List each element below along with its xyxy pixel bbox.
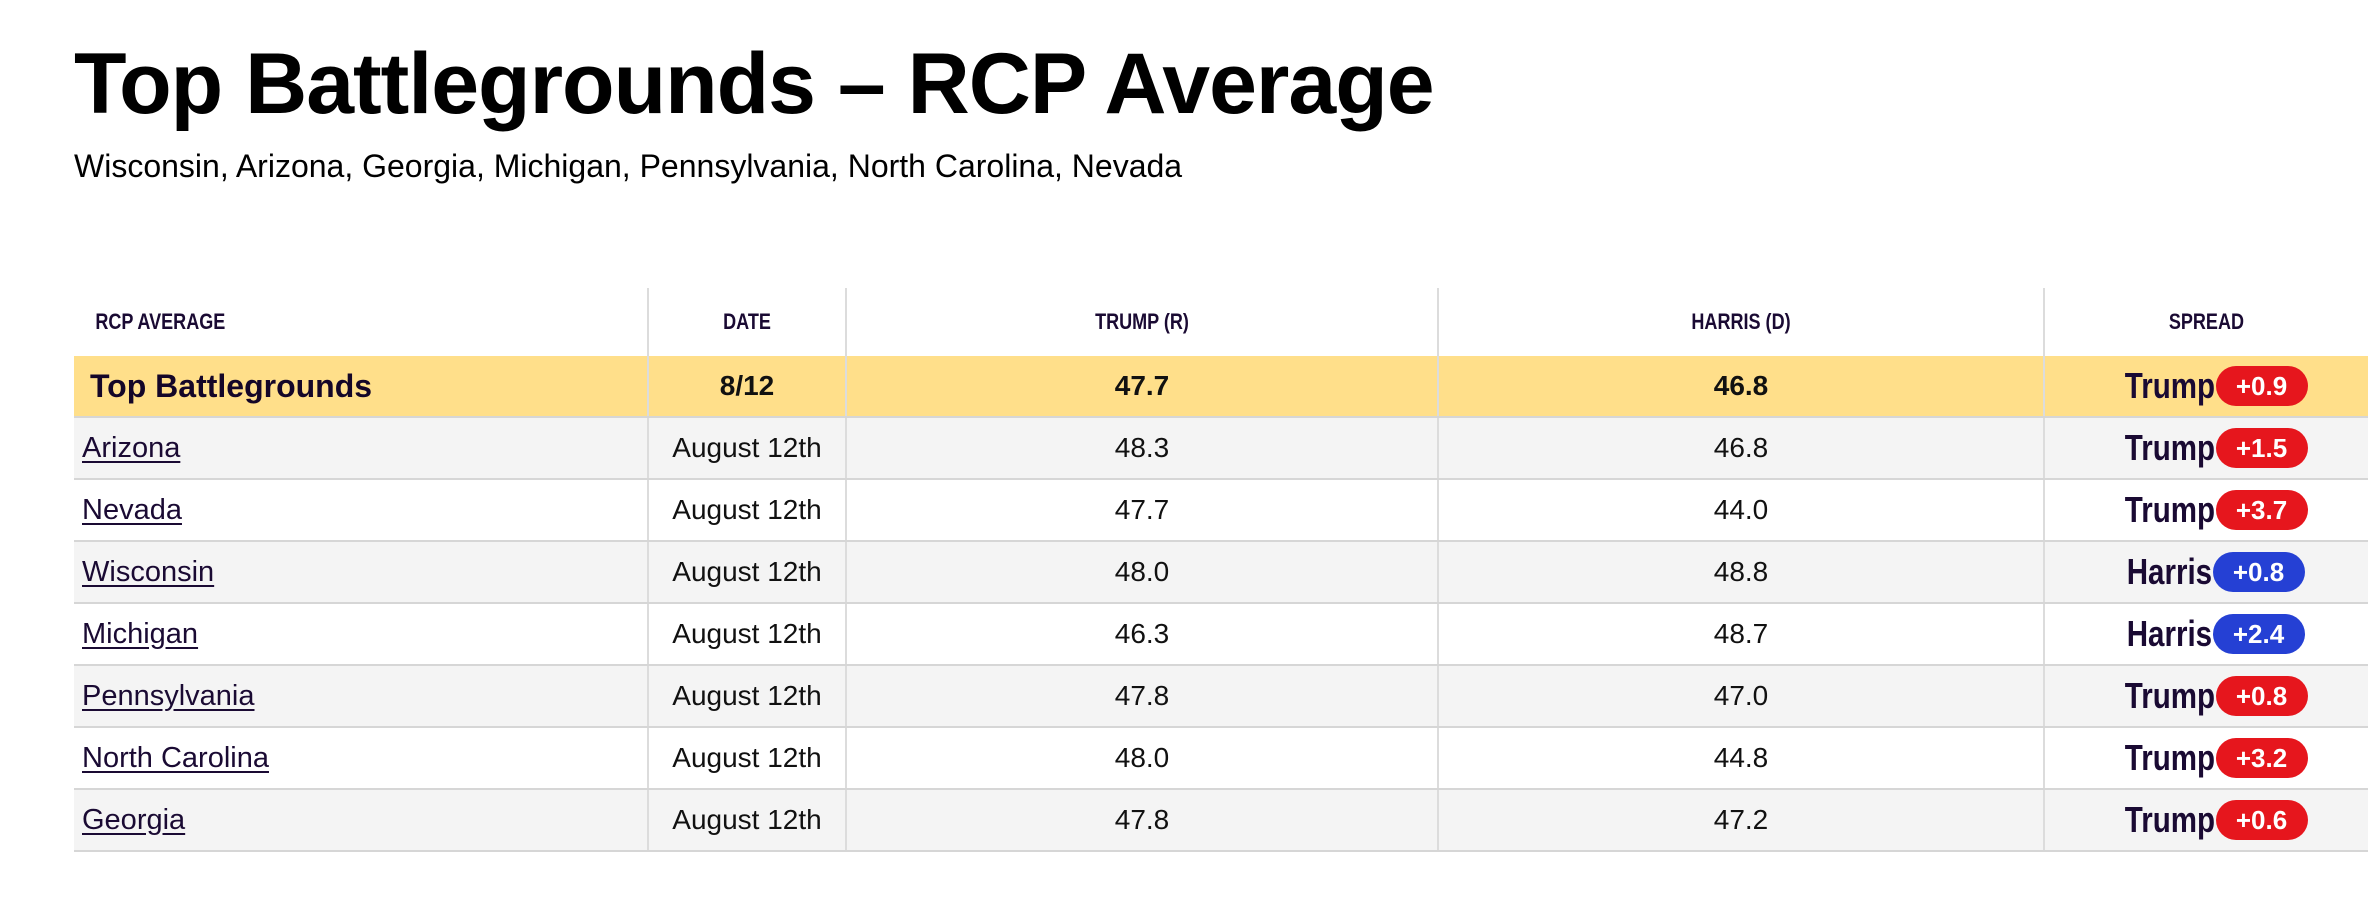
table-row: Arizona August 12th 48.3 46.8 Trump +1.5 xyxy=(74,417,2368,480)
spread-badge: +3.2 xyxy=(2215,738,2308,778)
rcp-average-table-container: RCP AVERAGE DATE TRUMP (R) HARRIS (D) SP… xyxy=(74,288,2368,852)
spread: Trump +1.5 xyxy=(2105,427,2308,469)
table-row: Pennsylvania August 12th 47.8 47.0 Trump +0.8 xyxy=(74,665,2368,728)
total-row-name: Top Battlegrounds xyxy=(74,356,648,418)
total-row-date: 8/12 xyxy=(647,356,846,418)
table-row: Nevada August 12th 47.7 44.0 Trump +3.7 xyxy=(74,479,2368,542)
spread-badge: +3.7 xyxy=(2215,490,2308,530)
spread-badge: +0.8 xyxy=(2212,552,2305,592)
table-body: Top Battlegrounds 8/12 47.7 46.8 Trump +… xyxy=(74,356,2368,852)
harris-cell: 44.8 xyxy=(1437,727,2044,790)
state-link[interactable]: Michigan xyxy=(82,617,199,650)
spread: Harris +0.8 xyxy=(2108,551,2305,593)
spread-leader: Trump xyxy=(2125,365,2216,406)
date-cell: August 12th xyxy=(647,603,846,666)
date-cell: August 12th xyxy=(647,727,846,790)
state-name-cell: Wisconsin xyxy=(74,541,648,604)
harris-cell: 46.8 xyxy=(1437,417,2044,480)
page-title: Top Battlegrounds – RCP Average xyxy=(74,36,1435,132)
spread-badge: +1.5 xyxy=(2215,428,2308,468)
trump-cell: 48.0 xyxy=(845,541,1438,604)
total-row-harris: 46.8 xyxy=(1437,356,2044,418)
spread-leader: Trump xyxy=(2125,427,2216,468)
trump-cell: 47.8 xyxy=(845,665,1438,728)
table-row-total: Top Battlegrounds 8/12 47.7 46.8 Trump +… xyxy=(74,356,2368,418)
date-cell: August 12th xyxy=(647,665,846,728)
date-cell: August 12th xyxy=(647,417,846,480)
trump-cell: 48.0 xyxy=(845,727,1438,790)
spread-cell: Trump +0.6 xyxy=(2043,789,2368,852)
spread: Trump +0.8 xyxy=(2105,675,2308,717)
state-link[interactable]: Pennsylvania xyxy=(82,679,255,712)
date-cell: August 12th xyxy=(647,479,846,542)
trump-cell: 48.3 xyxy=(845,417,1438,480)
spread-badge: +0.9 xyxy=(2215,366,2308,406)
column-header-date: DATE xyxy=(665,288,829,356)
state-link[interactable]: North Carolina xyxy=(82,741,269,774)
state-link[interactable]: Georgia xyxy=(82,803,186,836)
spread-cell: Trump +1.5 xyxy=(2043,417,2368,480)
spread: Trump +3.2 xyxy=(2105,737,2308,779)
state-link[interactable]: Nevada xyxy=(82,493,182,526)
trump-cell: 47.8 xyxy=(845,789,1438,852)
spread-badge: +0.8 xyxy=(2215,676,2308,716)
harris-cell: 47.0 xyxy=(1437,665,2044,728)
harris-cell: 47.2 xyxy=(1437,789,2044,852)
spread-cell: Trump +0.8 xyxy=(2043,665,2368,728)
spread-leader: Trump xyxy=(2125,675,2216,716)
total-row-spread-cell: Trump +0.9 xyxy=(2043,356,2368,418)
harris-cell: 48.8 xyxy=(1437,541,2044,604)
table-row: Wisconsin August 12th 48.0 48.8 Harris +0.8 xyxy=(74,541,2368,604)
page-subtitle: Wisconsin, Arizona, Georgia, Michigan, P… xyxy=(74,148,1183,184)
table-row: Michigan August 12th 46.3 48.7 Harris +2.4 xyxy=(74,603,2368,666)
trump-cell: 46.3 xyxy=(845,603,1438,666)
table-row: North Carolina August 12th 48.0 44.8 Trump +3… xyxy=(74,727,2368,790)
state-name-cell: North Carolina xyxy=(74,727,648,790)
column-header-harris: HARRIS (D) xyxy=(1491,288,1990,356)
spread-leader: Trump xyxy=(2125,737,2216,778)
spread-badge: +0.6 xyxy=(2215,800,2308,840)
spread: Harris +2.4 xyxy=(2108,613,2305,655)
table-row: Georgia August 12th 47.8 47.2 Trump +0.6 xyxy=(74,789,2368,852)
harris-cell: 44.0 xyxy=(1437,479,2044,542)
spread-leader: Harris xyxy=(2127,551,2213,592)
table-header-row: RCP AVERAGE DATE TRUMP (R) HARRIS (D) SP… xyxy=(74,288,2368,356)
spread-cell: Harris +0.8 xyxy=(2043,541,2368,604)
date-cell: August 12th xyxy=(647,789,846,852)
spread: Trump +0.9 xyxy=(2105,365,2308,407)
table-header: RCP AVERAGE DATE TRUMP (R) HARRIS (D) SP… xyxy=(74,288,2368,356)
spread-cell: Harris +2.4 xyxy=(2043,603,2368,666)
spread: Trump +0.6 xyxy=(2105,799,2308,841)
total-row-trump: 47.7 xyxy=(845,356,1438,418)
state-name-cell: Nevada xyxy=(74,479,648,542)
column-header-spread: SPREAD xyxy=(2072,288,2339,356)
harris-cell: 48.7 xyxy=(1437,603,2044,666)
spread-cell: Trump +3.7 xyxy=(2043,479,2368,542)
spread-cell: Trump +3.2 xyxy=(2043,727,2368,790)
trump-cell: 47.7 xyxy=(845,479,1438,542)
column-header-trump: TRUMP (R) xyxy=(898,288,1385,356)
state-link[interactable]: Wisconsin xyxy=(82,555,215,588)
rcp-average-table: RCP AVERAGE DATE TRUMP (R) HARRIS (D) SP… xyxy=(74,288,2368,852)
spread-leader: Trump xyxy=(2125,799,2216,840)
spread-leader: Trump xyxy=(2125,489,2216,530)
date-cell: August 12th xyxy=(647,541,846,604)
state-name-cell: Georgia xyxy=(74,789,648,852)
spread-leader: Harris xyxy=(2127,613,2213,654)
state-name-cell: Michigan xyxy=(74,603,648,666)
spread-badge: +2.4 xyxy=(2212,614,2305,654)
state-name-cell: Pennsylvania xyxy=(74,665,648,728)
state-link[interactable]: Arizona xyxy=(82,431,181,464)
spread: Trump +3.7 xyxy=(2105,489,2308,531)
column-header-rcp-average: RCP AVERAGE xyxy=(95,309,226,334)
state-name-cell: Arizona xyxy=(74,417,648,480)
